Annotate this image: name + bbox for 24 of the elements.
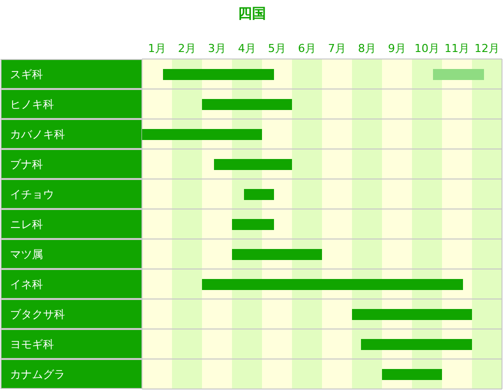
x-tick-label: 3月 xyxy=(208,42,226,55)
y-tick-label: イチョウ xyxy=(10,188,54,201)
y-tick-label: カバノキ科 xyxy=(10,128,65,141)
x-tick-label: 1月 xyxy=(148,42,166,55)
x-tick-label: 10月 xyxy=(414,42,440,55)
chart-title: 四国 xyxy=(238,6,266,22)
y-tick-label: ヨモギ科 xyxy=(10,338,54,351)
x-tick-label: 4月 xyxy=(238,42,256,55)
y-tick-label: ニレ科 xyxy=(10,218,43,231)
y-tick-label: ブタクサ科 xyxy=(10,308,65,321)
x-tick-label: 12月 xyxy=(474,42,500,55)
y-tick-label: イネ科 xyxy=(10,278,43,291)
y-tick-label: マツ属 xyxy=(10,248,43,261)
y-tick-label: カナムグラ xyxy=(10,368,65,381)
y-tick-label: スギ科 xyxy=(10,68,43,81)
y-tick-label: ブナ科 xyxy=(10,158,43,171)
x-tick-label: 11月 xyxy=(444,42,470,55)
x-tick-label: 6月 xyxy=(298,42,316,55)
x-tick-label: 8月 xyxy=(358,42,376,55)
y-tick-label: ヒノキ科 xyxy=(10,98,54,111)
x-tick-label: 2月 xyxy=(178,42,196,55)
x-tick-label: 7月 xyxy=(328,42,346,55)
x-tick-label: 5月 xyxy=(268,42,286,55)
x-tick-label: 9月 xyxy=(388,42,406,55)
